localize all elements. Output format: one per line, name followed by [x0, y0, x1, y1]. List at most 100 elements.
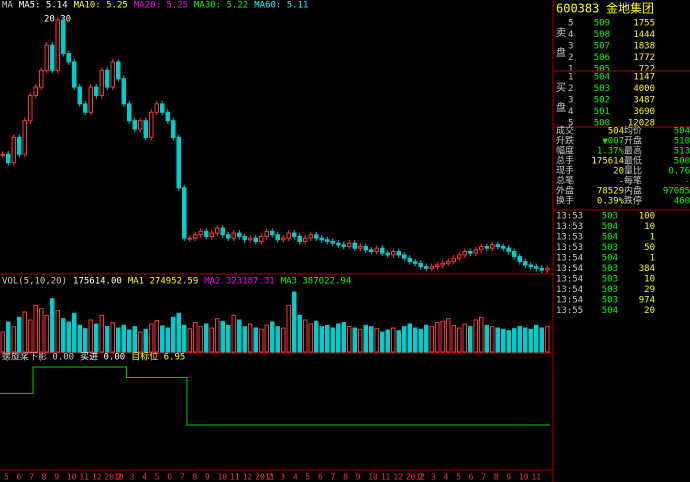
volume-bar [369, 326, 374, 353]
tick-time: 13:54 [556, 254, 583, 264]
level: 5 [568, 119, 573, 129]
stat-value: 175614 [591, 157, 624, 167]
tick-volume: 1 [650, 233, 655, 243]
x-axis-label: 4 [444, 473, 449, 482]
volume-bar [479, 316, 484, 353]
candle [127, 103, 132, 122]
book-volume: 3487 [633, 96, 655, 106]
legend-item: 目标位 6.95 [131, 351, 185, 363]
candle [231, 232, 236, 239]
volume-bar [517, 326, 522, 353]
candle [490, 244, 495, 249]
tick-time: 13:54 [556, 296, 583, 306]
volume-bar [83, 328, 88, 353]
candle [237, 232, 242, 237]
candle [308, 234, 313, 239]
candle [6, 153, 11, 164]
volume-bar [413, 327, 418, 353]
x-axis-label: 4 [293, 473, 298, 482]
book-volume: 1838 [633, 42, 655, 52]
candle [193, 234, 198, 239]
x-axis-label: 9 [356, 473, 361, 482]
book-price: 506 [594, 53, 610, 63]
stat-value: 78529 [597, 187, 624, 197]
candle [303, 237, 308, 242]
tick-price: 503 [602, 275, 618, 285]
candle [534, 266, 539, 269]
volume-bar [44, 314, 49, 353]
legend-item: MA [2, 1, 13, 11]
candle [281, 237, 286, 241]
candle [83, 103, 88, 113]
book-price: 507 [594, 42, 610, 52]
candle [501, 246, 506, 249]
candle [44, 44, 49, 71]
volume-bar [226, 324, 231, 353]
volume-bar [473, 319, 478, 353]
candle [220, 227, 225, 236]
candle [330, 240, 335, 244]
candle [380, 247, 385, 254]
candle [506, 247, 511, 253]
legend-item: MA60: 5.11 [254, 1, 308, 11]
tick-volume: 20 [644, 306, 655, 316]
x-axis-label: 10 [368, 473, 378, 482]
legend-item: VOL(5,10,20) [2, 277, 67, 287]
volume-bar [418, 328, 423, 353]
level: 4 [568, 107, 573, 117]
volume-bar [138, 331, 143, 353]
volume-bar [99, 314, 104, 353]
stat-label: 跌停 [624, 195, 642, 207]
level: 2 [568, 84, 573, 94]
volume-bar [231, 314, 236, 353]
candle [116, 61, 121, 80]
level: 5 [568, 19, 573, 29]
stat-label: 成交 [556, 125, 574, 137]
candle [528, 264, 533, 268]
x-axis-label: 3 [130, 473, 135, 482]
side-label: 盘 [556, 101, 566, 114]
candle [336, 242, 341, 246]
candle [407, 257, 412, 263]
volume-bar [391, 327, 396, 353]
x-axis-label: 5 [456, 473, 461, 482]
candle [209, 232, 214, 237]
candle [435, 264, 440, 268]
level: 1 [568, 65, 573, 75]
volume-bar [446, 318, 451, 353]
volume-bar [396, 330, 401, 353]
candle [539, 267, 544, 271]
volume-bar [165, 327, 170, 353]
side-label: 卖 [556, 27, 566, 39]
tick-time: 13:55 [556, 306, 583, 316]
volume-bar [116, 327, 121, 353]
candle [325, 239, 330, 242]
level: 3 [568, 96, 573, 106]
stat-value: 510 [674, 137, 690, 147]
x-axis-label: 6 [469, 473, 474, 482]
indicator-line [0, 366, 550, 426]
candle [50, 44, 55, 71]
candle [138, 120, 143, 130]
volume-bar [61, 318, 66, 353]
stat-label: 换手 [556, 195, 574, 207]
book-price: 509 [594, 19, 610, 29]
volume-bar [55, 310, 60, 353]
tick-price: 503 [602, 296, 618, 306]
stat-label: 总手 [556, 155, 574, 167]
volume-bar [347, 326, 352, 353]
candle [341, 244, 346, 248]
candle [429, 266, 434, 269]
book-volume: 12028 [628, 119, 655, 129]
candle [143, 120, 148, 138]
candle [440, 262, 445, 266]
volume-bar [451, 324, 456, 353]
book-price: 503 [594, 84, 610, 94]
volume-bar [110, 322, 115, 353]
stat-label: 升跌 [556, 136, 574, 147]
volume-bar [512, 328, 517, 353]
stat-value: 513 [674, 147, 690, 157]
candle [286, 232, 291, 239]
volume-bar [495, 327, 500, 353]
volume-bar [187, 328, 192, 353]
